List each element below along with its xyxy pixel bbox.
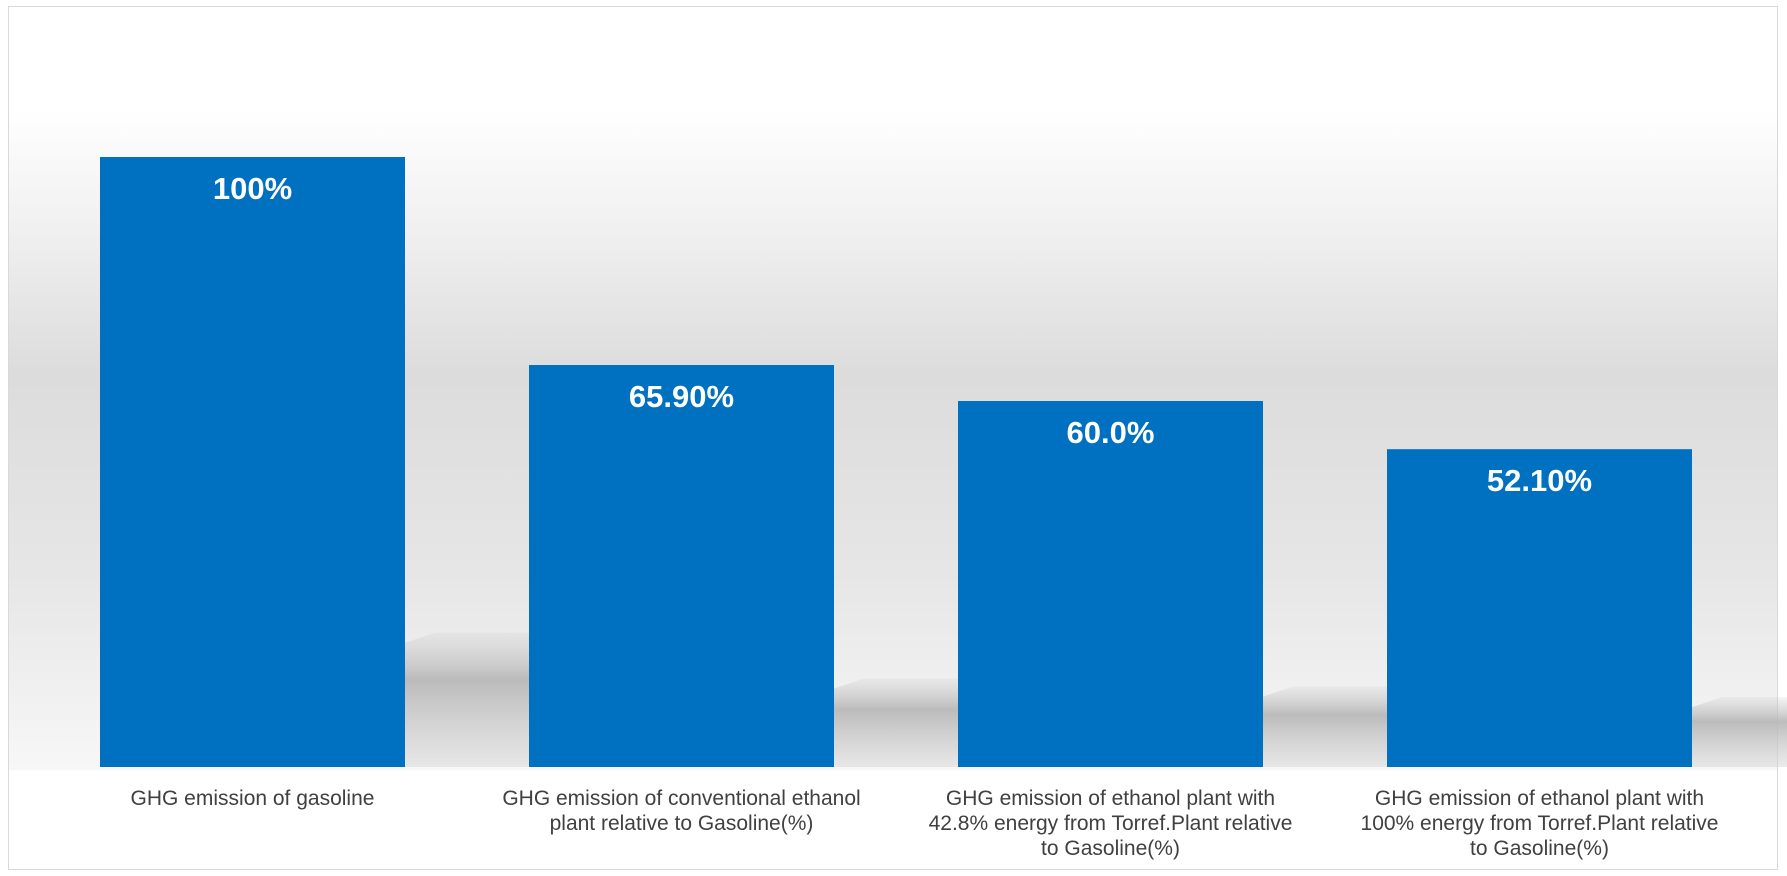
bar [958, 401, 1263, 767]
bar [1387, 449, 1692, 767]
category-label: GHG emission of conventional ethanol plan… [502, 787, 860, 835]
category-label: GHG emission of ethanol plant with 42.8% … [929, 787, 1293, 860]
category-label-line: GHG emission of ethanol plant with [1375, 787, 1704, 810]
category-label-line: GHG emission of gasoline [131, 787, 375, 810]
category-label-line: plant relative to Gasoline(%) [550, 812, 814, 835]
data-label: 52.10% [1487, 463, 1592, 498]
data-labels: 100% 65.90% 60.0% 52.10% [213, 171, 1592, 498]
bar [100, 157, 405, 767]
category-label-line: GHG emission of ethanol plant with [946, 787, 1275, 810]
category-label-line: 42.8% energy from Torref.Plant relative [929, 812, 1293, 835]
bar-shadow [405, 632, 539, 767]
category-label-line: 100% energy from Torref.Plant relative [1361, 812, 1719, 835]
data-label: 100% [213, 171, 292, 206]
category-label-line: GHG emission of conventional ethanol [502, 787, 860, 810]
category-label-line: to Gasoline(%) [1470, 837, 1609, 860]
bars [100, 157, 1692, 767]
bar-shadow [1692, 697, 1787, 767]
category-label-line: to Gasoline(%) [1041, 837, 1180, 860]
bar-shadow [1263, 686, 1397, 767]
bar-shadows [405, 632, 1787, 767]
data-label: 65.90% [629, 379, 734, 414]
category-labels: GHG emission of gasoline GHG emission of … [131, 787, 1719, 860]
category-label: GHG emission of ethanol plant with 100% e… [1361, 787, 1719, 860]
data-label: 60.0% [1067, 415, 1155, 450]
bar [529, 365, 834, 767]
category-label: GHG emission of gasoline [131, 787, 375, 810]
bar-shadow [834, 678, 968, 767]
